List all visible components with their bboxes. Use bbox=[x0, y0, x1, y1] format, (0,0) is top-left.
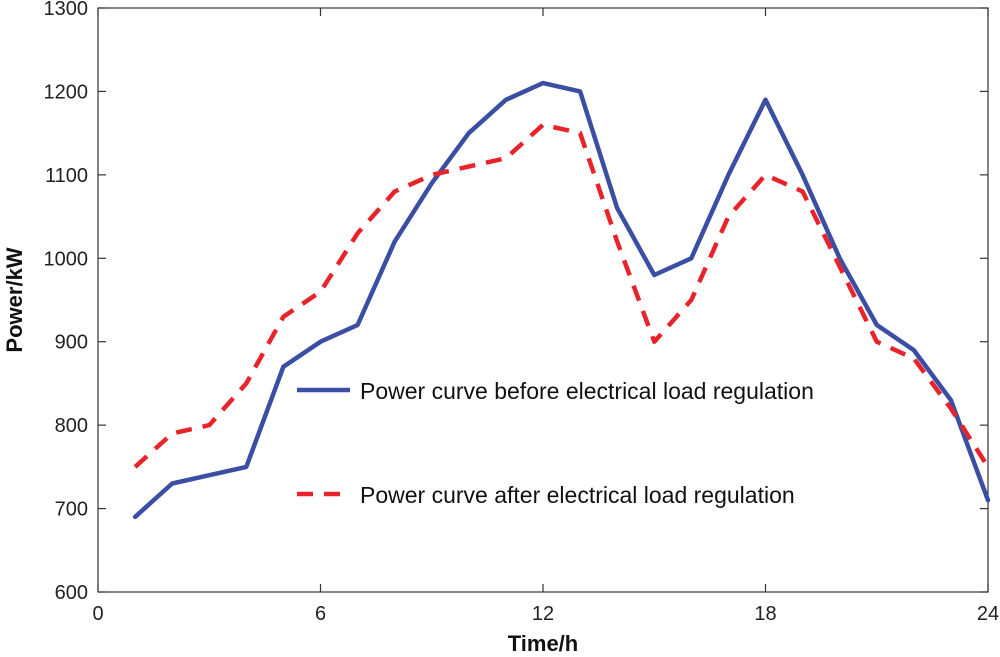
legend: Power curve before electrical load regul… bbox=[297, 378, 814, 508]
series-line-after bbox=[133, 122, 990, 469]
x-tick-label: 24 bbox=[977, 603, 999, 625]
y-tick-label: 1000 bbox=[44, 248, 89, 270]
x-tick-label: 12 bbox=[532, 603, 554, 625]
x-axis-ticks: 0 6 12 18 24 bbox=[92, 8, 999, 625]
y-tick-label: 1100 bbox=[45, 165, 88, 187]
x-tick-label: 6 bbox=[315, 603, 326, 625]
series-line-before bbox=[132, 80, 991, 520]
x-tick-label: 0 bbox=[92, 603, 103, 625]
y-axis-title: Power/kW bbox=[2, 247, 27, 352]
legend-label-after: Power curve after electrical load regula… bbox=[360, 482, 795, 508]
y-tick-label: 800 bbox=[55, 415, 88, 437]
x-tick-label: 18 bbox=[754, 603, 776, 625]
y-tick-label: 700 bbox=[55, 499, 88, 521]
legend-label-before: Power curve before electrical load regul… bbox=[360, 378, 814, 404]
y-tick-label: 1300 bbox=[44, 0, 89, 20]
y-tick-label: 1200 bbox=[44, 81, 89, 103]
y-tick-label: 600 bbox=[55, 582, 88, 604]
x-axis-title: Time/h bbox=[508, 631, 579, 656]
series-group bbox=[132, 80, 991, 520]
y-tick-label: 900 bbox=[55, 332, 88, 354]
y-axis-ticks: 600 700 800 900 1000 1100 1200 1300 bbox=[44, 0, 988, 604]
